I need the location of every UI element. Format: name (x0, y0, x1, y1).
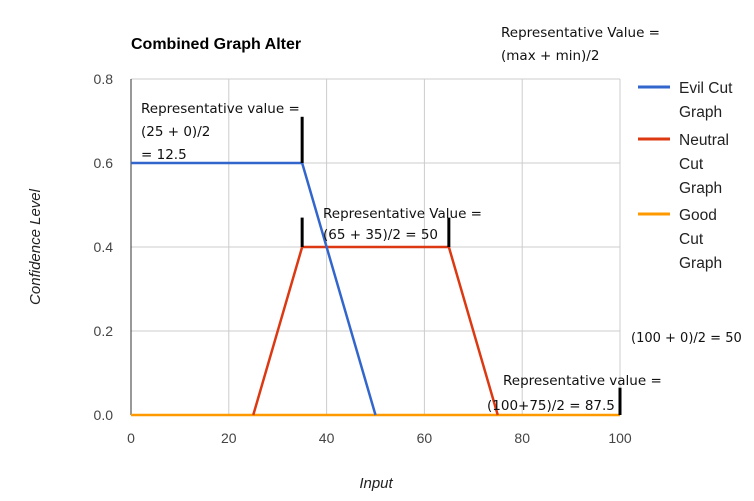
tick-labels: 0 20 40 60 80 100 0.0 0.2 0.4 0.6 0.8 (94, 71, 632, 446)
legend-label: Graph (679, 180, 722, 197)
legend-label: Cut (679, 156, 704, 173)
annotation-text: Representative value = (141, 101, 300, 117)
annotation-text: (100 + 0)/2 = 50 (631, 331, 742, 346)
annotations: Representative Value = (max + min)/2 Repre… (141, 25, 742, 414)
x-tick-label: 80 (514, 430, 530, 446)
x-tick-label: 100 (608, 430, 632, 446)
annotation-text: (65 + 35)/2 = 50 (323, 227, 438, 243)
annotation-text: (100+75)/2 = 87.5 (487, 398, 615, 414)
annotation-text: (25 + 0)/2 (141, 124, 210, 140)
annotation-text: (max + min)/2 (501, 48, 599, 64)
annotation-text: Representative Value = (501, 25, 660, 41)
annotation-text: Representative Value = (323, 206, 482, 222)
annotation-text: = 12.5 (141, 147, 187, 163)
x-tick-label: 20 (221, 430, 237, 446)
value-markers (300, 116, 622, 415)
annotation-text: Representative value = (503, 373, 662, 389)
y-tick-label: 0.4 (94, 239, 114, 255)
legend-label: Graph (679, 104, 722, 121)
legend-label: Good (679, 207, 717, 224)
legend-label: Neutral (679, 132, 729, 149)
y-tick-label: 0.0 (94, 407, 114, 423)
chart-title: Combined Graph Alter (131, 36, 301, 53)
series-line-1 (252, 245, 499, 416)
y-axis-label: Confidence Level (27, 188, 44, 305)
legend-label: Evil Cut (679, 80, 733, 97)
x-tick-label: 60 (417, 430, 433, 446)
y-tick-label: 0.6 (94, 155, 114, 171)
x-tick-label: 40 (319, 430, 335, 446)
y-tick-label: 0.8 (94, 71, 114, 87)
x-axis-label: Input (359, 475, 393, 492)
legend-label: Cut (679, 231, 704, 248)
legend: Evil Cut Graph Neutral Cut Graph Good Cut Graph (638, 80, 733, 272)
x-tick-label: 0 (127, 430, 135, 446)
y-tick-label: 0.2 (94, 323, 114, 339)
series-line-0 (131, 161, 377, 416)
legend-label: Graph (679, 255, 722, 272)
